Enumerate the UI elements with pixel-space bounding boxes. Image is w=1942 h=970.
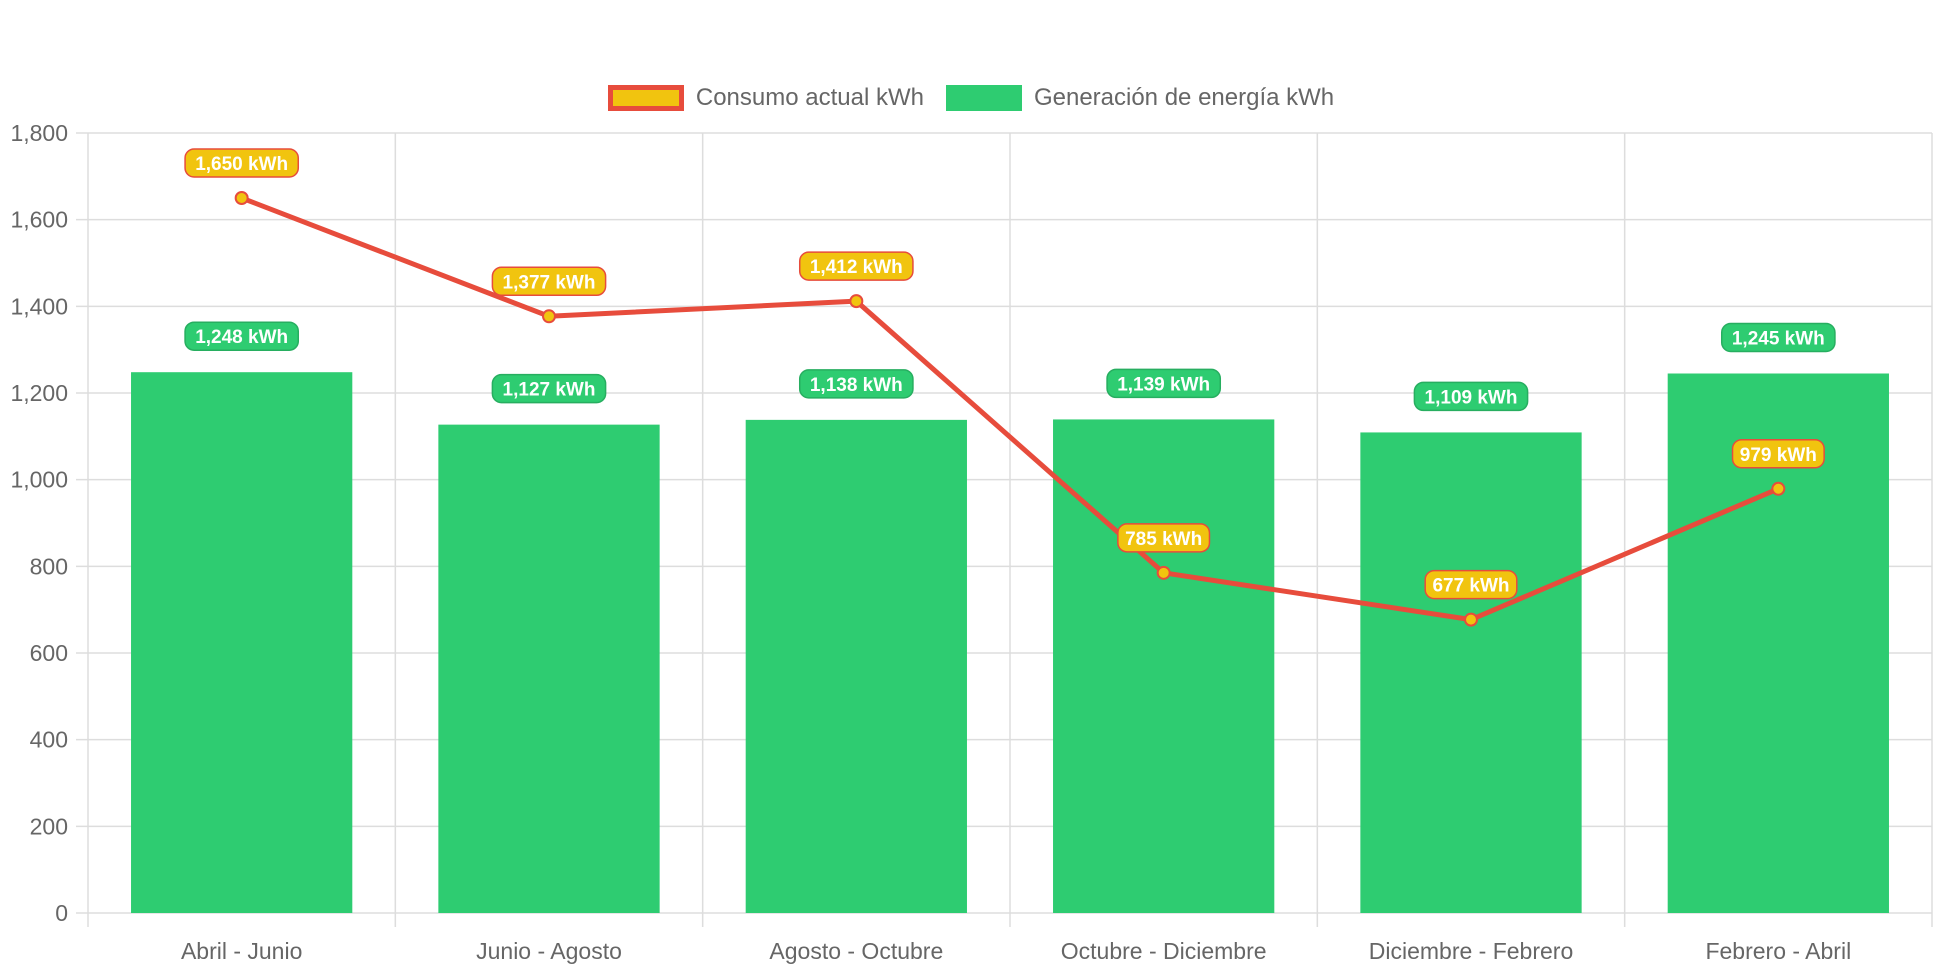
line-data-label-bg xyxy=(491,266,607,297)
x-tick-label: Febrero - Abril xyxy=(1705,938,1851,964)
line-consumo xyxy=(240,195,1780,623)
point-consumo xyxy=(849,294,864,309)
y-tick-label: 200 xyxy=(30,813,68,839)
line-data-label-bg xyxy=(184,148,300,178)
bar-data-label-bg xyxy=(1413,381,1529,412)
line-data-label-text: 785 kWh xyxy=(1125,529,1202,550)
bar-data-label: 1,109 kWh xyxy=(1413,381,1529,412)
legend-item-consumo[interactable]: Consumo actual kWh xyxy=(607,84,924,112)
legend-swatch-generacion xyxy=(945,85,1022,111)
line-data-label-bg xyxy=(1424,569,1518,600)
bar-data-label-bg xyxy=(491,373,607,404)
line-data-label: 785 kWh xyxy=(1117,523,1211,553)
bar-data-label: 1,248 kWh xyxy=(184,321,300,351)
line-data-label: 1,650 kWh xyxy=(184,148,300,178)
point-consumo xyxy=(1771,481,1786,496)
legend-label-consumo: Consumo actual kWh xyxy=(695,84,924,111)
chart-legend: Consumo actual kWh Generación de energía… xyxy=(0,84,1942,112)
line-data-label-text: 1,650 kWh xyxy=(195,154,288,175)
line-data-label-text: 677 kWh xyxy=(1432,576,1509,597)
bar-data-label-bg xyxy=(798,369,914,399)
line-data-label-text: 1,412 kWh xyxy=(810,257,903,278)
bar-data-label-bg xyxy=(1106,368,1222,399)
bar-data-label-text: 1,245 kWh xyxy=(1732,329,1825,350)
point-consumo xyxy=(1156,565,1171,580)
bar-generacion xyxy=(745,419,967,913)
line-data-label: 677 kWh xyxy=(1424,569,1518,600)
bar-data-label: 1,245 kWh xyxy=(1720,322,1836,353)
point-consumo xyxy=(234,191,249,205)
line-data-label-bg xyxy=(1731,439,1825,469)
line-data-label-text: 979 kWh xyxy=(1740,445,1817,466)
bar-data-label: 1,138 kWh xyxy=(798,369,914,399)
bar-generacion xyxy=(438,424,660,913)
bar-data-label: 1,127 kWh xyxy=(491,373,607,404)
point-consumo xyxy=(1464,612,1478,627)
y-tick-label: 1,600 xyxy=(10,207,68,233)
y-tick-label: 1,000 xyxy=(10,467,68,493)
bar-data-label-text: 1,248 kWh xyxy=(195,327,288,348)
bar-data-label-bg xyxy=(1720,322,1836,353)
y-tick-label: 400 xyxy=(30,727,68,753)
bar-data-label: 1,139 kWh xyxy=(1106,368,1222,399)
bar-data-label-text: 1,127 kWh xyxy=(503,380,596,401)
bar-generacion xyxy=(1053,419,1275,913)
line-data-label: 979 kWh xyxy=(1731,439,1825,469)
y-tick-label: 1,800 xyxy=(10,120,68,146)
x-tick-label: Diciembre - Febrero xyxy=(1369,938,1574,964)
legend-label-generacion: Generación de energía kWh xyxy=(1033,84,1335,111)
x-tick-label: Agosto - Octubre xyxy=(769,938,943,964)
bar-data-label-text: 1,109 kWh xyxy=(1425,387,1518,408)
bar-data-label-text: 1,138 kWh xyxy=(810,375,903,396)
y-tick-label: 600 xyxy=(30,640,68,666)
line-data-label: 1,377 kWh xyxy=(491,266,607,297)
y-tick-label: 1,400 xyxy=(10,293,68,319)
line-data-label-text: 1,377 kWh xyxy=(503,272,596,293)
bar-generacion xyxy=(1360,432,1582,913)
bar-generacion xyxy=(131,372,353,913)
x-tick-label: Octubre - Diciembre xyxy=(1061,938,1267,964)
y-tick-label: 0 xyxy=(55,900,68,926)
x-tick-label: Abril - Junio xyxy=(181,938,302,964)
bar-data-label-text: 1,139 kWh xyxy=(1117,374,1210,395)
y-tick-label: 800 xyxy=(30,553,68,579)
line-data-label-bg xyxy=(1117,523,1211,553)
line-data-label: 1,412 kWh xyxy=(798,251,914,281)
legend-swatch-consumo xyxy=(607,85,684,111)
x-tick-label: Junio - Agosto xyxy=(476,938,622,964)
line-data-label-bg xyxy=(798,251,914,281)
bar-data-label-bg xyxy=(184,321,300,351)
point-consumo xyxy=(542,309,556,324)
y-tick-label: 1,200 xyxy=(10,380,68,406)
legend-item-generacion[interactable]: Generación de energía kWh xyxy=(945,84,1335,112)
